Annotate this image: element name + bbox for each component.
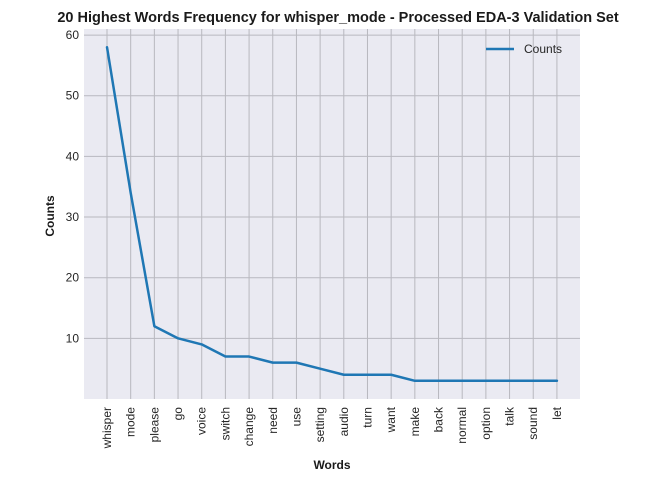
x-tick-label: use xyxy=(289,407,303,427)
x-tick-label: whisper xyxy=(100,407,114,449)
y-tick-label: 60 xyxy=(66,28,80,42)
chart-title: 20 Highest Words Frequency for whisper_m… xyxy=(57,10,619,26)
y-tick-label: 50 xyxy=(66,89,80,103)
plot-area xyxy=(84,29,580,399)
x-tick-label: go xyxy=(171,407,185,421)
legend-label-counts: Counts xyxy=(524,42,562,56)
x-tick-label: make xyxy=(408,407,422,437)
x-tick-label: sound xyxy=(526,407,540,440)
x-tick-label: let xyxy=(550,406,564,419)
series-line-counts xyxy=(105,45,559,383)
x-tick-label: back xyxy=(432,406,446,432)
y-tick-label: 10 xyxy=(66,331,80,345)
x-tick-label: turn xyxy=(360,407,374,428)
x-tick-label: need xyxy=(266,407,280,434)
x-tick-label: audio xyxy=(337,407,351,437)
x-tick-label: please xyxy=(147,407,161,443)
x-tick-label: option xyxy=(479,407,493,440)
x-tick-label: normal xyxy=(455,407,469,444)
x-tick-label: switch xyxy=(218,407,232,440)
y-tick-label: 20 xyxy=(66,271,80,285)
series-layer xyxy=(105,45,559,383)
x-tick-labels: whisper mode please go voice switch change need… xyxy=(100,406,564,449)
x-tick-label: talk xyxy=(503,406,517,426)
x-tick-label: setting xyxy=(313,407,327,442)
y-axis-label: Counts xyxy=(43,195,57,237)
x-tick-label: mode xyxy=(124,407,138,437)
grid-lines xyxy=(84,29,580,399)
y-tick-label: 30 xyxy=(66,210,80,224)
legend: Counts xyxy=(486,42,562,56)
x-tick-label: want xyxy=(384,406,398,433)
x-tick-label: change xyxy=(242,407,256,447)
y-tick-label: 40 xyxy=(66,149,80,163)
y-tick-labels: 10 20 30 40 50 60 xyxy=(66,28,80,345)
x-axis-label: Words xyxy=(313,458,350,472)
x-tick-label: voice xyxy=(195,407,209,435)
